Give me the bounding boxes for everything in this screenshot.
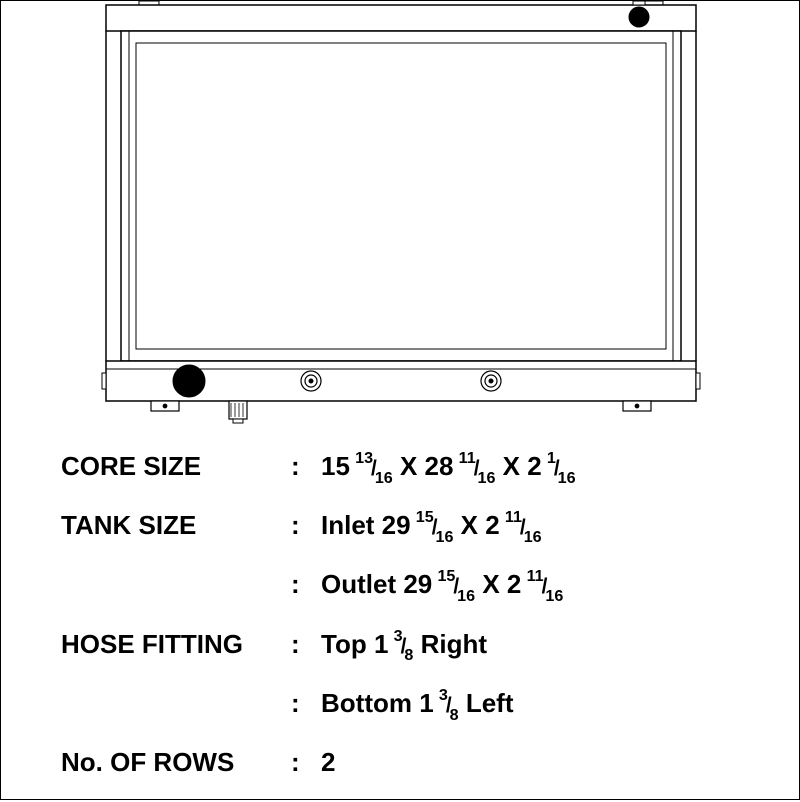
spec-label: HOSE FITTING bbox=[61, 629, 291, 660]
spec-value: 2 bbox=[321, 747, 335, 778]
spec-row: No. OF ROWS: 2 bbox=[61, 747, 761, 778]
spec-colon: : bbox=[291, 629, 321, 660]
spec-label: CORE SIZE bbox=[61, 451, 291, 482]
spec-colon: : bbox=[291, 688, 321, 719]
spec-row: HOSE FITTING:Top 1 3/8 Right bbox=[61, 629, 761, 664]
spec-row: :Outlet 29 15/16 X 2 11/16 bbox=[61, 569, 761, 604]
radiator-diagram bbox=[1, 1, 800, 441]
spec-colon: : bbox=[291, 510, 321, 541]
spec-colon: : bbox=[291, 747, 321, 778]
spec-row: TANK SIZE:Inlet 29 15/16 X 2 11/16 bbox=[61, 510, 761, 545]
specifications-table: CORE SIZE:15 13/16 X 28 11/16 X 2 1/16TA… bbox=[61, 451, 761, 802]
spec-row: :Bottom 1 3/8 Left bbox=[61, 688, 761, 723]
spec-colon: : bbox=[291, 451, 321, 482]
spec-label: No. OF ROWS bbox=[61, 747, 291, 778]
spec-value: Outlet 29 15/16 X 2 11/16 bbox=[321, 569, 563, 604]
spec-value: 15 13/16 X 28 11/16 X 2 1/16 bbox=[321, 451, 576, 486]
spec-value: Bottom 1 3/8 Left bbox=[321, 688, 513, 723]
radiator-svg bbox=[1, 1, 800, 441]
spec-row: CORE SIZE:15 13/16 X 28 11/16 X 2 1/16 bbox=[61, 451, 761, 486]
spec-value: Inlet 29 15/16 X 2 11/16 bbox=[321, 510, 542, 545]
spec-label: TANK SIZE bbox=[61, 510, 291, 541]
spec-colon: : bbox=[291, 569, 321, 600]
spec-value: Top 1 3/8 Right bbox=[321, 629, 487, 664]
